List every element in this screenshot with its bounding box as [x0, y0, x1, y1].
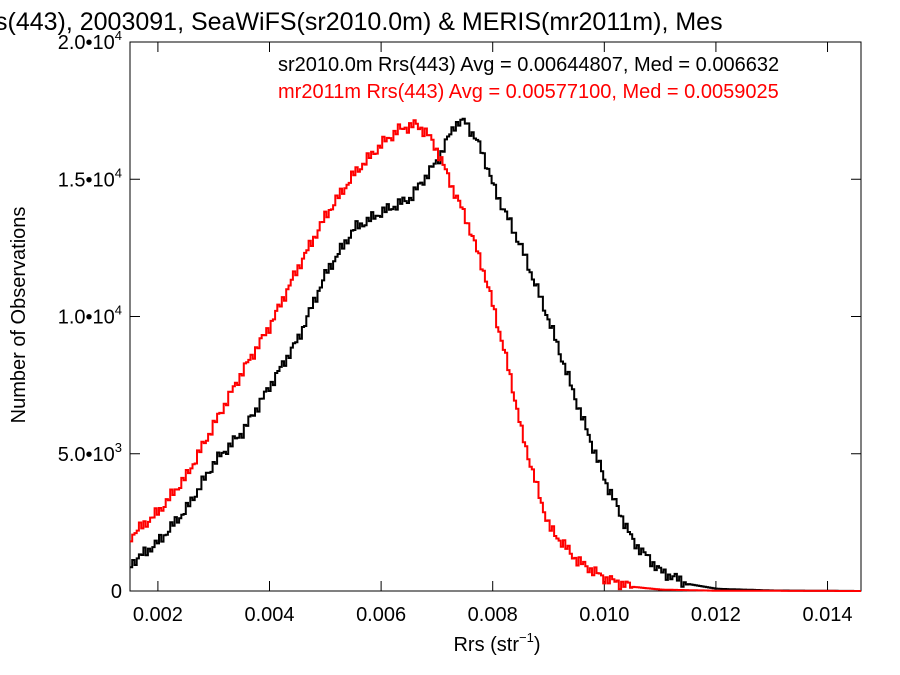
- series-line-sr2010.0m: [130, 117, 861, 592]
- x-axis-label: Rrs (str−1): [453, 630, 540, 656]
- legend: sr2010.0m Rrs(443) Avg = 0.00644807, Med…: [278, 54, 779, 103]
- y-axis-label: Number of Observations: [8, 207, 30, 424]
- x-axis-label-exponent: −1: [519, 630, 534, 645]
- x-axis-label-close: ): [534, 634, 541, 656]
- y-tick-label: 2.0•104: [58, 28, 122, 54]
- y-tick-label: 0: [111, 581, 122, 603]
- x-tick-label: 0.004: [244, 604, 294, 626]
- x-tick-label: 0.006: [356, 604, 406, 626]
- series-line-mr2011m: [130, 119, 861, 592]
- y-tick-label: 5.0•103: [58, 440, 122, 466]
- series-lines: [130, 117, 861, 592]
- chart-title: s(443), 2003091, SeaWiFS(sr2010.0m) & ME…: [0, 8, 723, 36]
- x-tick-label: 0.010: [579, 604, 629, 626]
- x-tick-label: 0.014: [802, 604, 852, 626]
- x-tick-label: 0.002: [133, 604, 183, 626]
- tick-labels: 0.002 0.004 0.006 0.008 0.010 0.012 0.014 0 5.0•…: [58, 28, 853, 626]
- x-tick-label: 0.008: [468, 604, 518, 626]
- x-axis-label-text: Rrs (str: [453, 634, 519, 656]
- y-tick-label: 1.0•104: [58, 303, 122, 329]
- x-tick-label: 0.012: [691, 604, 741, 626]
- legend-entry-mr2011m: mr2011m Rrs(443) Avg = 0.00577100, Med =…: [278, 81, 779, 103]
- axes: [129, 41, 862, 592]
- legend-entry-sr2010.0m: sr2010.0m Rrs(443) Avg = 0.00644807, Med…: [278, 54, 779, 76]
- y-tick-label: 1.5•104: [58, 165, 122, 191]
